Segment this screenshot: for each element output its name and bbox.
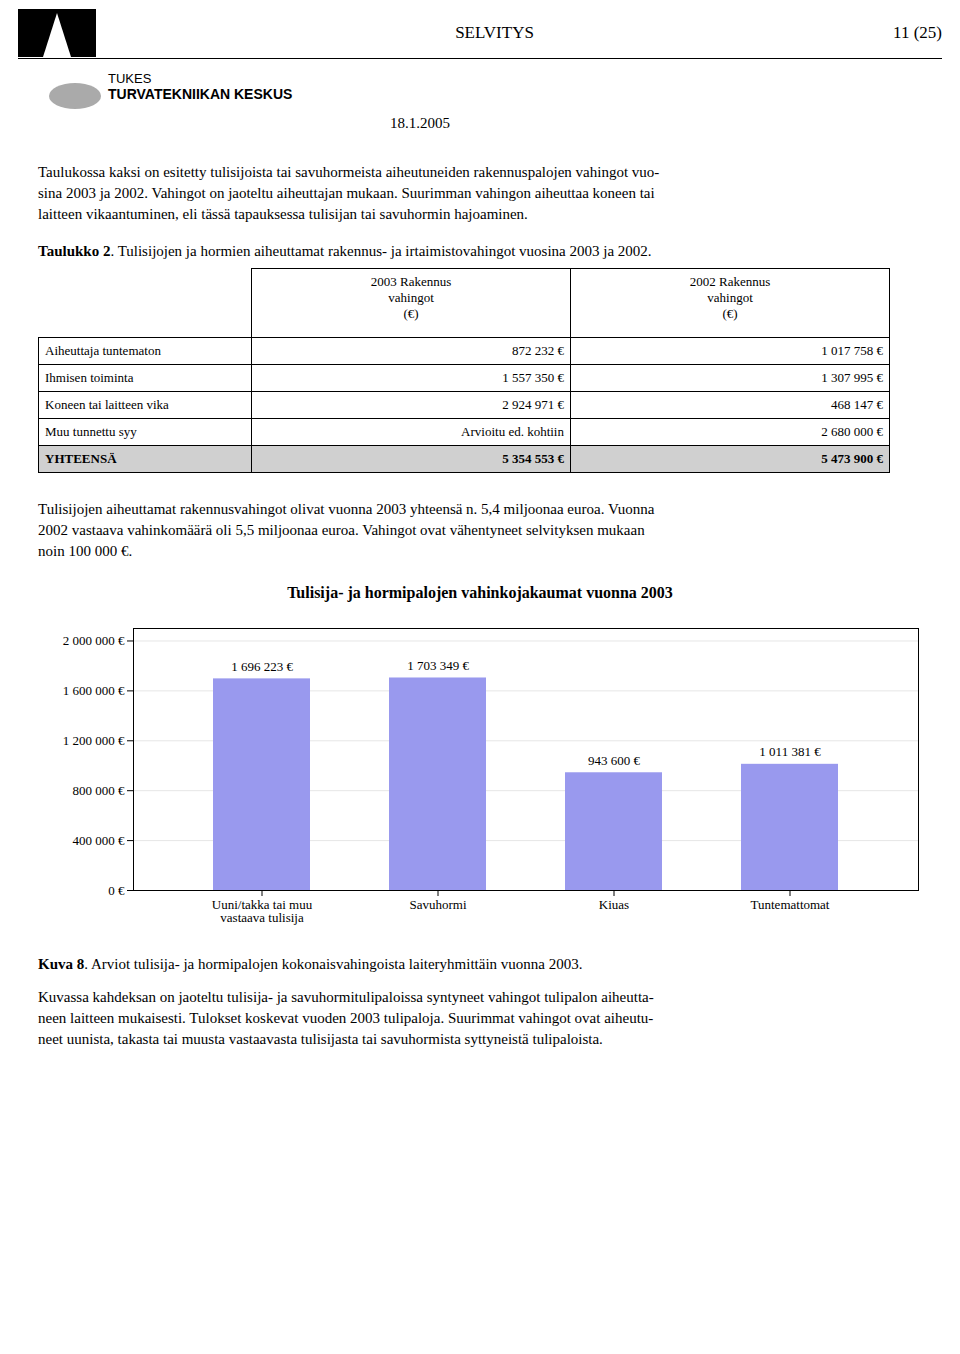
html-text:neen laitteen mukaisesti. Tulo: neen laitteen mukaisesti. Tulokset koske… bbox=[38, 1010, 654, 1026]
svg-text:400 000 €: 400 000 € bbox=[73, 833, 126, 848]
html-text:468 147 €: 468 147 € bbox=[831, 397, 883, 412]
svg-text:800 000 €: 800 000 € bbox=[73, 783, 126, 798]
html-text:Muu tunnettu syy: Muu tunnettu syy bbox=[45, 424, 137, 439]
svg-text:Kiuas: Kiuas bbox=[599, 897, 629, 912]
html-text:5 354 553 €: 5 354 553 € bbox=[502, 451, 564, 466]
html-text:Arvioitu ed. kohtiin: Arvioitu ed. kohtiin bbox=[461, 424, 564, 439]
html-text:TUKES: TUKES bbox=[108, 71, 152, 86]
html-text:TURVATEKNIIKAN KESKUS: TURVATEKNIIKAN KESKUS bbox=[108, 86, 293, 102]
html-text:1 557 350 €: 1 557 350 € bbox=[502, 370, 564, 385]
html-text:2002 Rakennus vahingot (€): 2002 Rakennus vahingot (€) bbox=[689, 274, 771, 321]
html-text:2 680 000 €: 2 680 000 € bbox=[821, 424, 883, 439]
html-text:Ihmisen toiminta: Ihmisen toiminta bbox=[45, 370, 134, 385]
html-text:SELVITYS: SELVITYS bbox=[455, 23, 534, 42]
svg-text:Savuhormi: Savuhormi bbox=[409, 897, 466, 912]
svg-text:Uuni/takka tai muuvastaava tul: Uuni/takka tai muuvastaava tulisija bbox=[212, 897, 313, 925]
html-text:Taulukko 2. Tulisijojen ja hor: Taulukko 2. Tulisijojen ja hormien aiheu… bbox=[38, 243, 652, 259]
svg-text:1 011 381 €: 1 011 381 € bbox=[759, 744, 821, 759]
html-text:1 307 995 €: 1 307 995 € bbox=[821, 370, 883, 385]
html-text:2003 Rakennus vahingot (€): 2003 Rakennus vahingot (€) bbox=[370, 274, 452, 321]
html-text:laitteen vikaantuminen, eli tä: laitteen vikaantuminen, eli tässä tapauk… bbox=[38, 206, 528, 222]
html-text:Koneen tai laitteen vika: Koneen tai laitteen vika bbox=[45, 397, 169, 412]
html-text:5 473 900 €: 5 473 900 € bbox=[821, 451, 883, 466]
svg-text:Tuntemattomat: Tuntemattomat bbox=[751, 897, 830, 912]
html-text:Aiheuttaja tuntematon: Aiheuttaja tuntematon bbox=[45, 343, 161, 358]
svg-text:1 200 000 €: 1 200 000 € bbox=[63, 733, 125, 748]
svg-text:2 000 000 €: 2 000 000 € bbox=[63, 633, 125, 648]
svg-text:1 696 223 €: 1 696 223 € bbox=[231, 659, 293, 674]
html-text:Kuva 8. Arviot tulisija- ja ho: Kuva 8. Arviot tulisija- ja hormipalojen… bbox=[38, 956, 583, 972]
html-text:2002 vastaava vahinkomäärä oli: 2002 vastaava vahinkomäärä oli 5,5 miljo… bbox=[38, 522, 645, 538]
svg-text:1 703 349 €: 1 703 349 € bbox=[407, 658, 469, 673]
html-text:noin 100 000 €.: noin 100 000 €. bbox=[38, 543, 133, 559]
html-text:11 (25): 11 (25) bbox=[893, 23, 942, 42]
html-text:872 232 €: 872 232 € bbox=[512, 343, 564, 358]
html-text:2 924 971 €: 2 924 971 € bbox=[502, 397, 564, 412]
html-text:Tulisija- ja hormipalojen vahi: Tulisija- ja hormipalojen vahinkojakauma… bbox=[287, 584, 673, 601]
html-text:YHTEENSÄ: YHTEENSÄ bbox=[45, 451, 117, 466]
html-text:sina 2003 ja 2002. Vahingot on: sina 2003 ja 2002. Vahingot on jaoteltu … bbox=[38, 185, 655, 201]
html-text:Taulukossa kaksi on esitetty t: Taulukossa kaksi on esitetty tulisijoist… bbox=[38, 164, 660, 180]
html-text:Tulisijojen aiheuttamat rakenn: Tulisijojen aiheuttamat rakennusvahingot… bbox=[38, 501, 655, 517]
svg-text:1 600 000 €: 1 600 000 € bbox=[63, 683, 125, 698]
html-text:18.1.2005: 18.1.2005 bbox=[390, 115, 450, 131]
svg-text:943 600 €: 943 600 € bbox=[588, 753, 641, 768]
svg-text:0 €: 0 € bbox=[108, 883, 125, 898]
html-text:1 017 758 €: 1 017 758 € bbox=[821, 343, 883, 358]
html-text:Kuvassa kahdeksan on jaoteltu: Kuvassa kahdeksan on jaoteltu tulisija- … bbox=[38, 989, 654, 1005]
html-text:neet uunista, takasta tai muus: neet uunista, takasta tai muusta vastaav… bbox=[38, 1031, 603, 1047]
